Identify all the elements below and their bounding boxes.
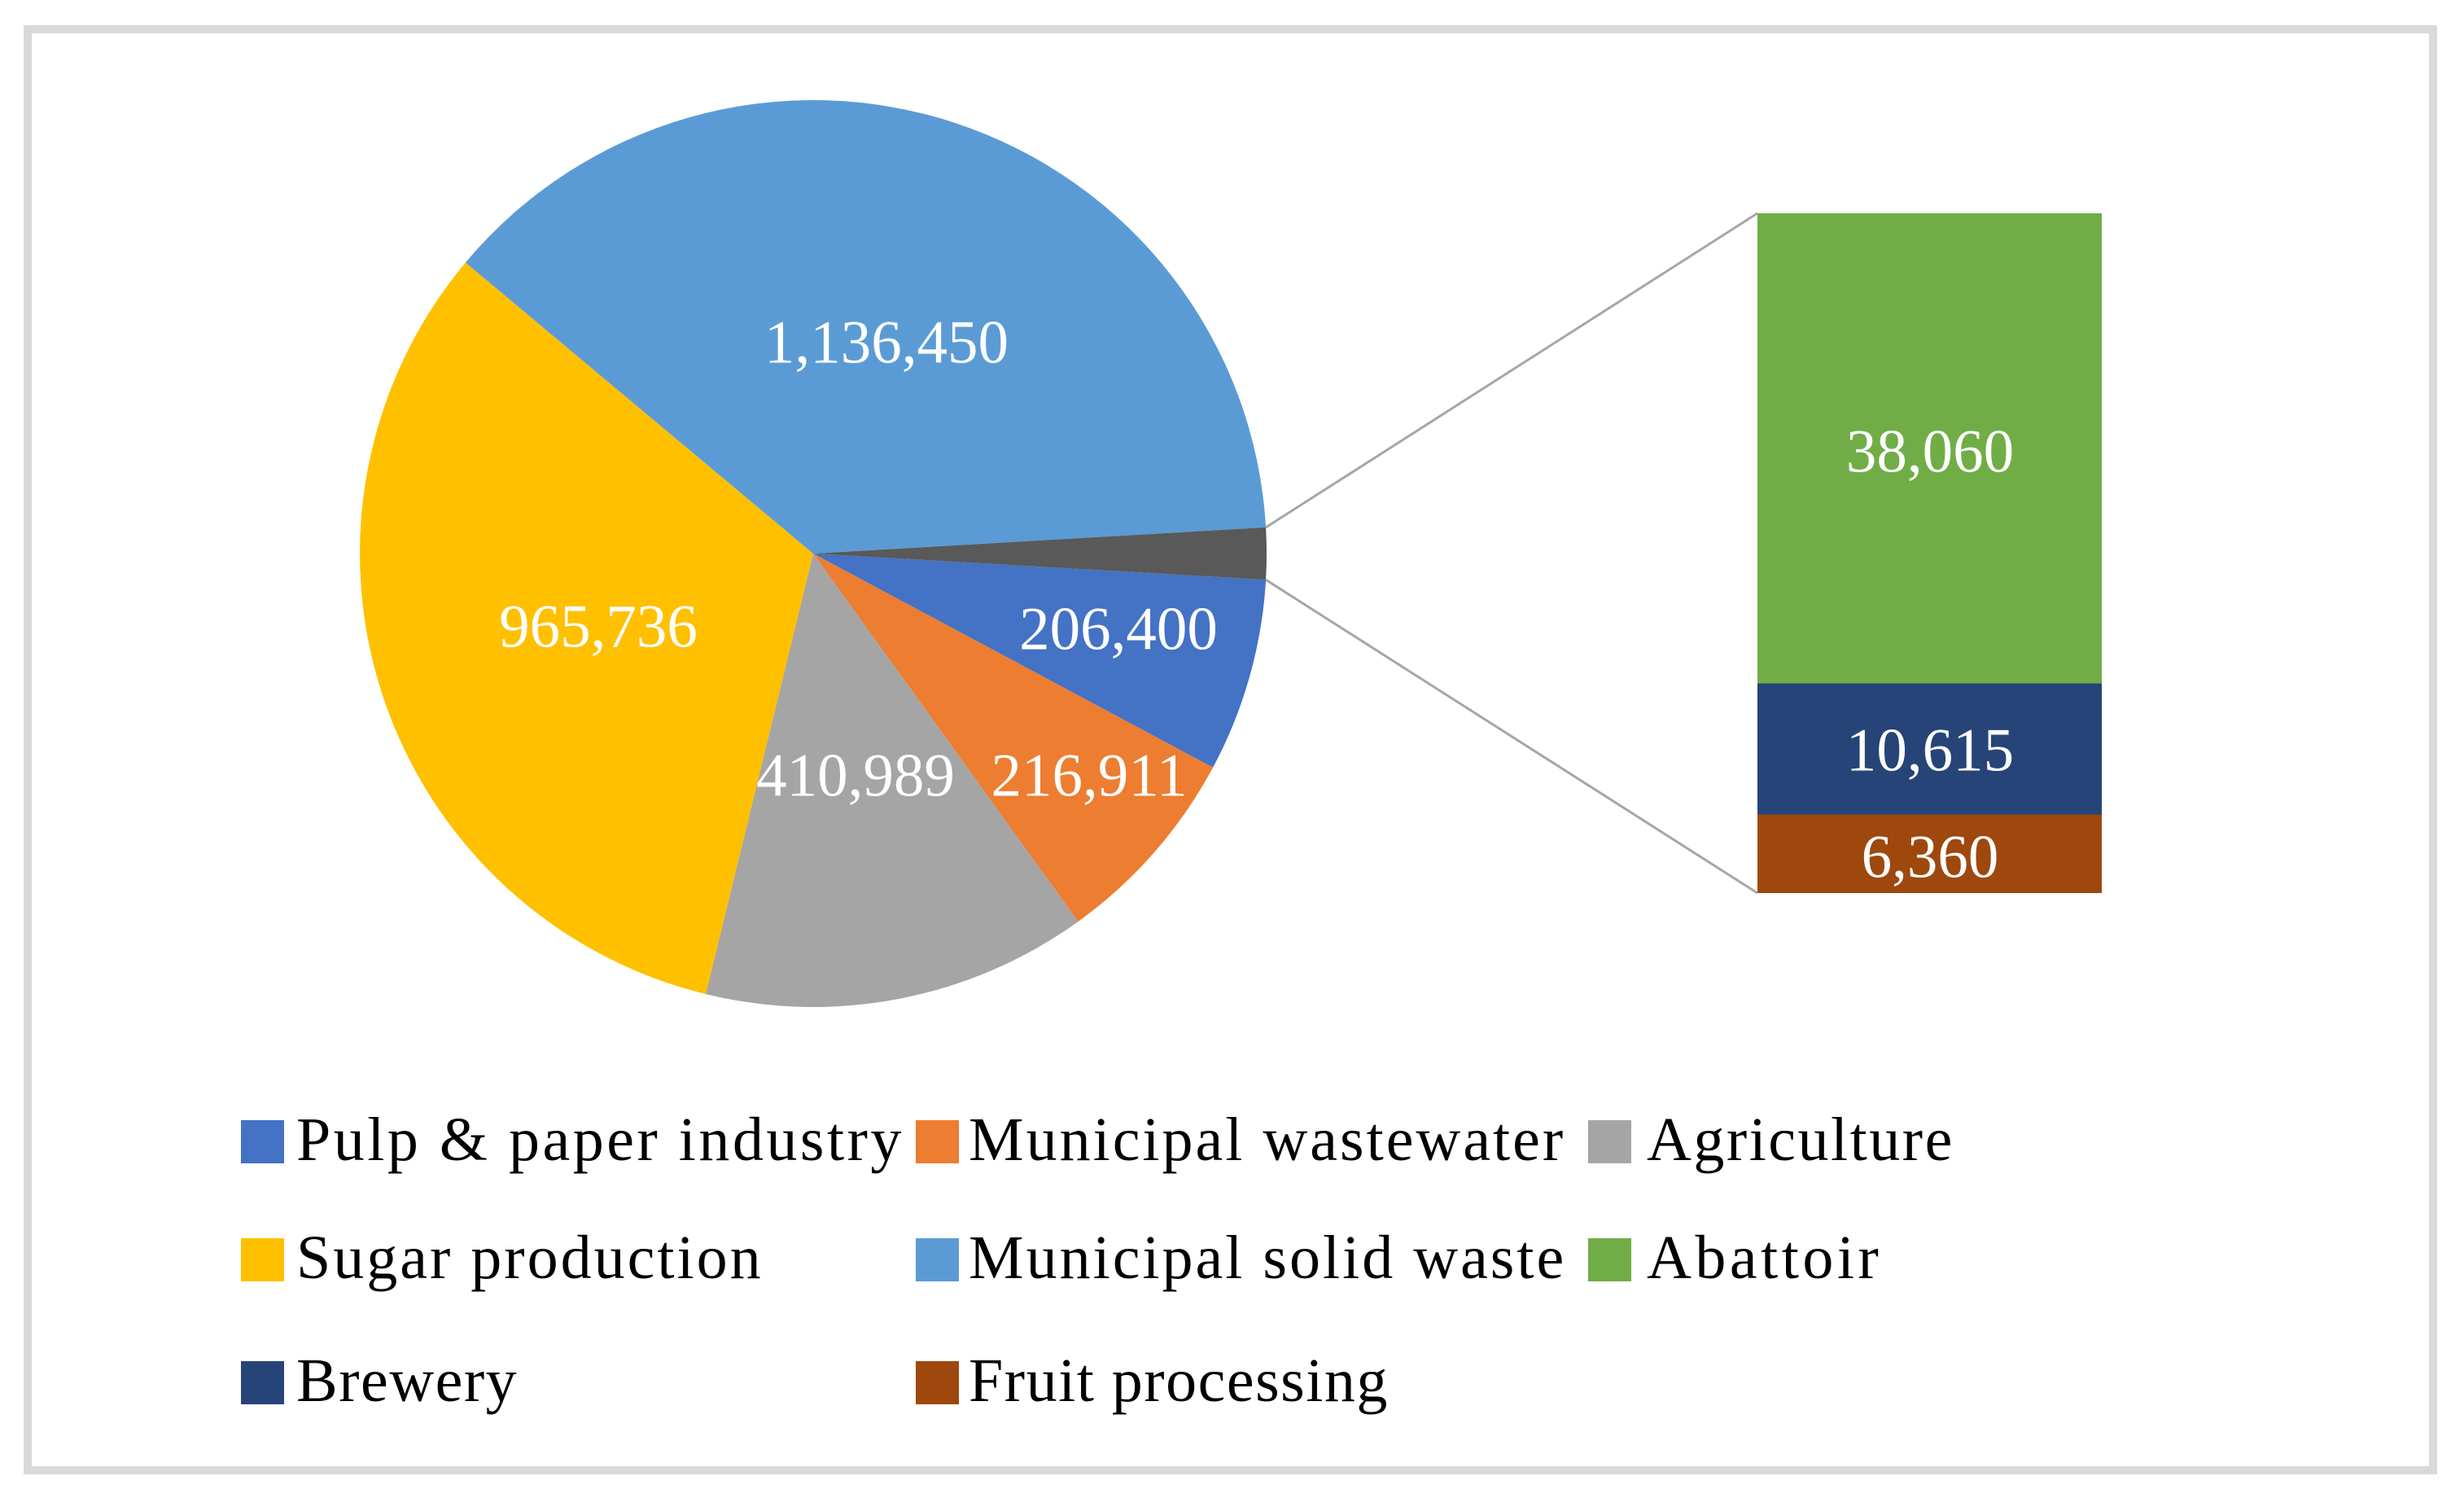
svg-text:216,911: 216,911 [991,742,1188,810]
svg-text:Abattoir: Abattoir [1647,1224,1882,1292]
svg-text:Pulp & paper industry: Pulp & paper industry [296,1106,904,1174]
svg-text:Municipal wastewater: Municipal wastewater [969,1106,1565,1174]
svg-text:1,136,450: 1,136,450 [764,309,1009,377]
svg-text:Fruit processing: Fruit processing [969,1347,1389,1415]
svg-text:Sugar production: Sugar production [296,1224,764,1292]
svg-text:Municipal solid waste: Municipal solid waste [969,1224,1566,1292]
svg-text:10,615: 10,615 [1846,717,2014,785]
svg-text:Agriculture: Agriculture [1647,1106,1954,1174]
svg-text:Brewery: Brewery [296,1347,518,1415]
svg-text:965,736: 965,736 [499,593,698,661]
svg-text:410,989: 410,989 [756,742,955,810]
svg-text:206,400: 206,400 [1019,596,1218,663]
svg-text:6,360: 6,360 [1862,824,1999,891]
svg-text:38,060: 38,060 [1846,418,2014,486]
